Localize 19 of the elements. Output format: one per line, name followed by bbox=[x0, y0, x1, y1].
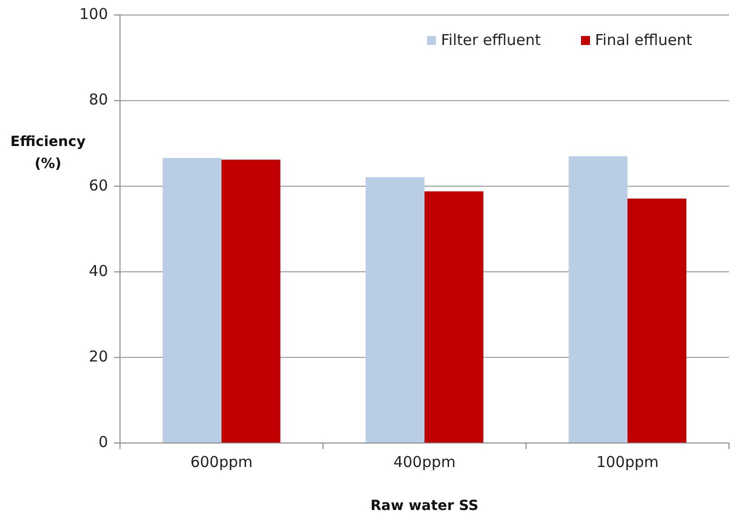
y-tick-label: 80 bbox=[88, 90, 108, 109]
x-tick-label: 100ppm bbox=[596, 453, 659, 471]
y-tick-label: 60 bbox=[88, 176, 108, 194]
y-tick-label: 0 bbox=[98, 433, 108, 452]
x-axis-title: Raw water SS bbox=[370, 498, 478, 514]
y-tick-label: 100 bbox=[79, 5, 108, 24]
bar bbox=[568, 156, 628, 443]
y-tick-label: 20 bbox=[88, 347, 108, 366]
legend-label: Final effluent bbox=[595, 31, 692, 50]
y-axis-title: Efficiency (%) bbox=[10, 134, 86, 172]
bar bbox=[424, 191, 484, 443]
x-tick-label: 600ppm bbox=[190, 453, 253, 471]
bar bbox=[628, 198, 686, 443]
bar bbox=[222, 160, 280, 443]
x-tick-label: 400ppm bbox=[393, 453, 456, 471]
y-tick-label: 40 bbox=[88, 262, 108, 280]
legend-label: Filter effluent bbox=[441, 31, 541, 50]
bar bbox=[162, 158, 222, 443]
bar bbox=[366, 177, 424, 443]
